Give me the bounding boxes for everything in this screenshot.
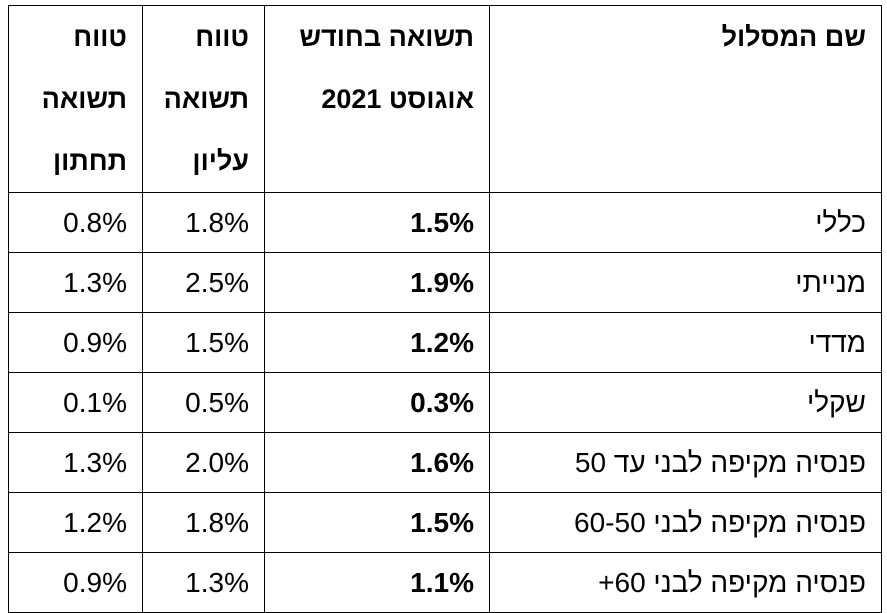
value-cell: 2.0% [142, 432, 265, 493]
header-text: תשואה [163, 84, 249, 114]
value-cell: 1.9% [264, 252, 490, 313]
value-cell: 1.5% [264, 192, 490, 253]
table-row: כללי 1.5% 1.8% 0.8% [8, 192, 882, 253]
table-row: מדדי 1.2% 1.5% 0.9% [8, 312, 882, 373]
track-name: מדדי [489, 312, 882, 373]
value-cell: 1.3% [142, 552, 265, 613]
track-name: פנסיה מקיפה לבני 60+ [489, 552, 882, 613]
table-body: כללי 1.5% 1.8% 0.8% מנייתי 1.9% 2.5% 1.3% מדדי 1.… [8, 192, 882, 613]
value-cell: 0.1% [8, 372, 143, 433]
header-cell: שם המסלול [489, 5, 882, 193]
track-name: פנסיה מקיפה לבני 60-50 [489, 492, 882, 553]
track-name: כללי [489, 192, 882, 253]
value-cell: 0.8% [8, 192, 143, 253]
value-cell: 0.3% [264, 372, 490, 433]
header-text: טווח [195, 22, 249, 52]
value-cell: 1.2% [8, 492, 143, 553]
table-row: מנייתי 1.9% 2.5% 1.3% [8, 252, 882, 313]
header-text: אוגוסט 2021 [321, 84, 474, 114]
value-cell: 1.2% [264, 312, 490, 373]
header-text: עליון [192, 146, 249, 176]
table-row: פנסיה מקיפה לבני 60+ 1.1% 1.3% 0.9% [8, 552, 882, 613]
value-cell: 1.1% [264, 552, 490, 613]
value-cell: 1.3% [8, 432, 143, 493]
value-cell: 2.5% [142, 252, 265, 313]
table-row: פנסיה מקיפה לבני עד 50 1.6% 2.0% 1.3% [8, 432, 882, 493]
header-text: שם המסלול [721, 22, 866, 52]
value-cell: 1.5% [264, 492, 490, 553]
track-name: שקלי [489, 372, 882, 433]
header-text: תחתון [53, 146, 127, 176]
header-cell: תשואה בחודש אוגוסט 2021 [264, 5, 490, 193]
header-cell: טווח תשואה תחתון [8, 5, 143, 193]
track-name: מנייתי [489, 252, 882, 313]
value-cell: 0.5% [142, 372, 265, 433]
table-row: פנסיה מקיפה לבני 60-50 1.5% 1.8% 1.2% [8, 492, 882, 553]
value-cell: 1.6% [264, 432, 490, 493]
header-text: תשואה [41, 84, 127, 114]
value-cell: 1.5% [142, 312, 265, 373]
header-row: שם המסלול תשואה בחודש אוגוסט 2021 טווח תשואה… [8, 5, 882, 193]
track-name: פנסיה מקיפה לבני עד 50 [489, 432, 882, 493]
header-cell: טווח תשואה עליון [142, 5, 265, 193]
value-cell: 0.9% [8, 312, 143, 373]
value-cell: 1.8% [142, 492, 265, 553]
table-row: שקלי 0.3% 0.5% 0.1% [8, 372, 882, 433]
value-cell: 0.9% [8, 552, 143, 613]
header-text: תשואה בחודש [299, 22, 474, 52]
header-text: טווח [73, 22, 127, 52]
value-cell: 1.8% [142, 192, 265, 253]
returns-table: שם המסלול תשואה בחודש אוגוסט 2021 טווח תשואה… [8, 5, 882, 613]
value-cell: 1.3% [8, 252, 143, 313]
